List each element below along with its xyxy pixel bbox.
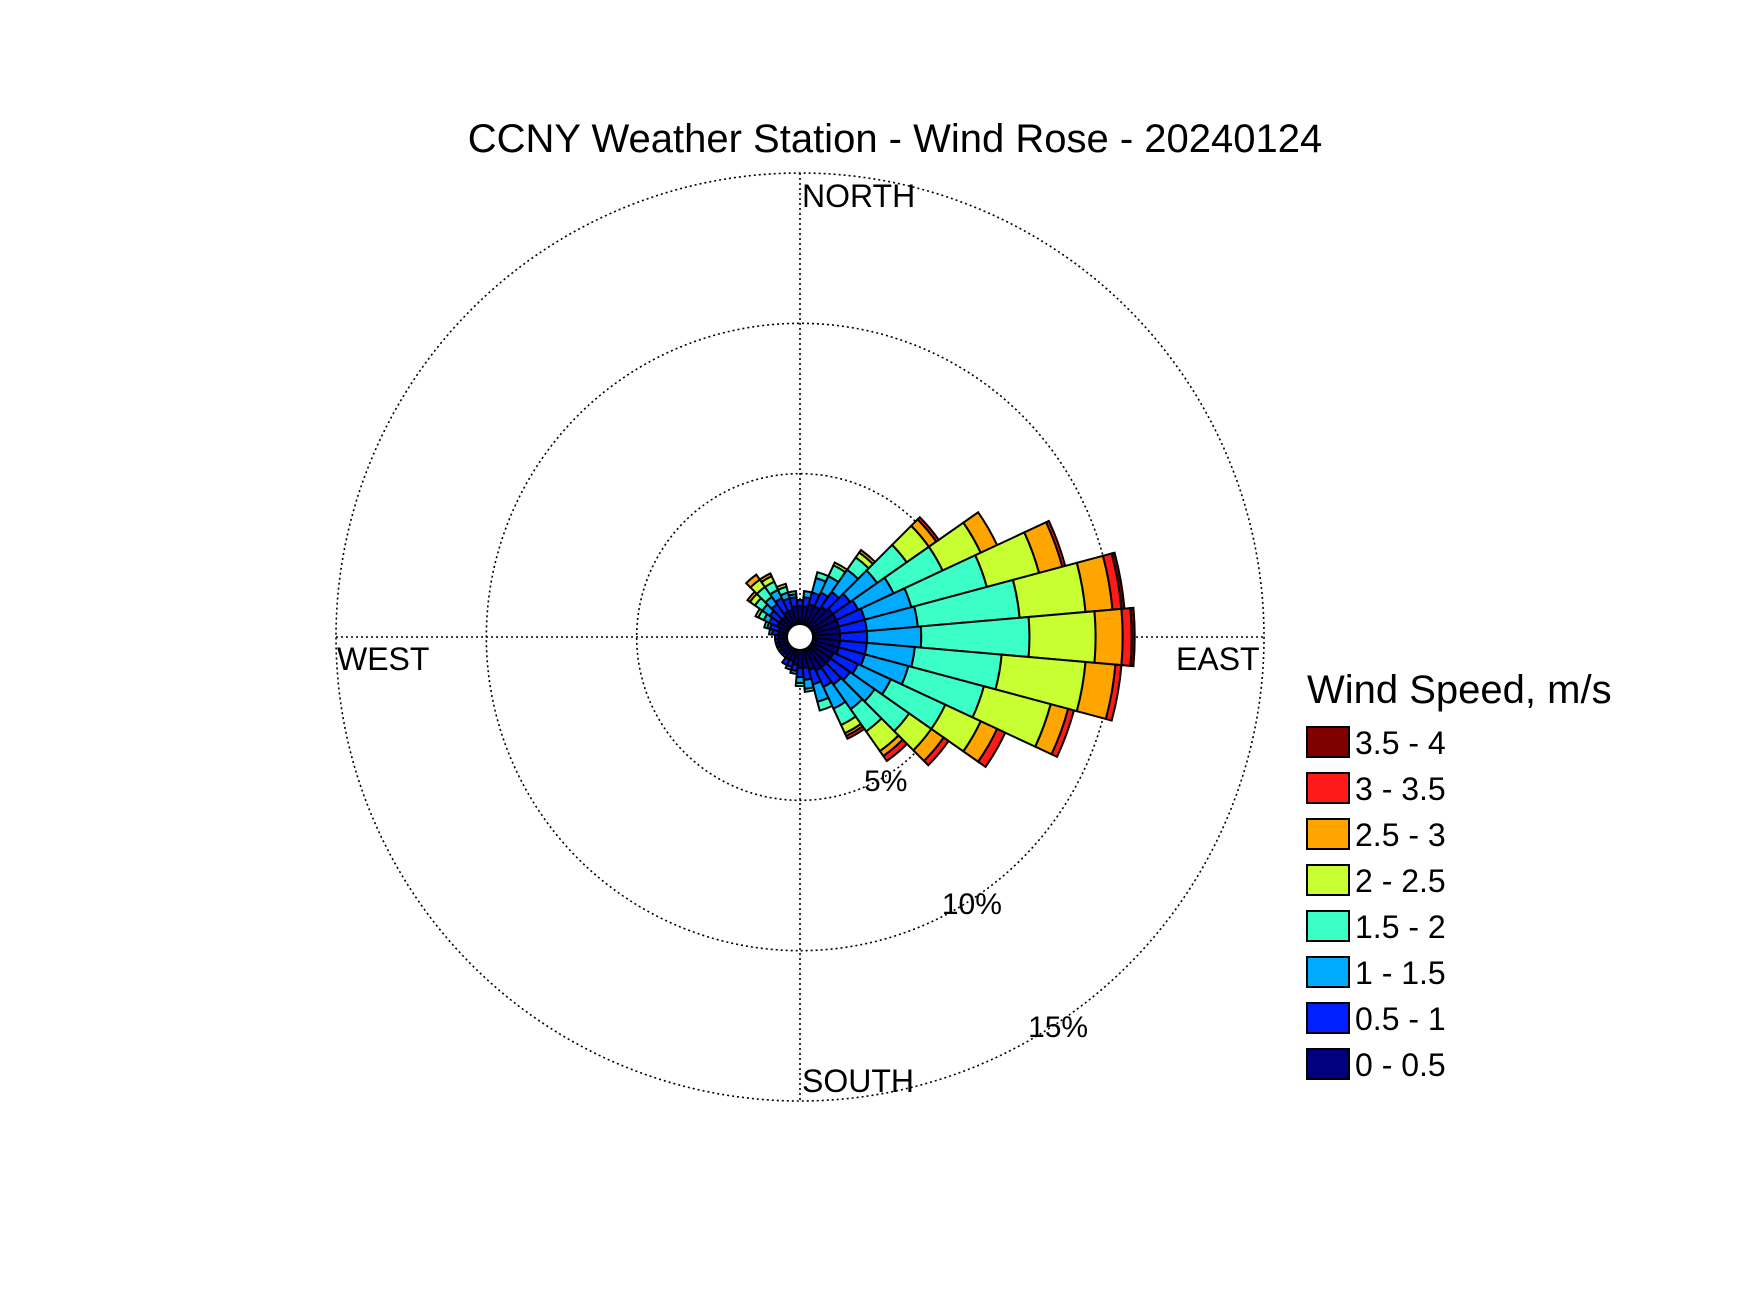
legend-swatch-4 (1306, 864, 1350, 896)
sector-130-bin-6 (922, 736, 950, 767)
legend-swatch-5 (1306, 910, 1350, 942)
legend-swatch-1 (1306, 726, 1350, 758)
sector-120-bin-6 (976, 727, 1007, 769)
ring-label-3: 15% (1028, 1011, 1088, 1044)
sector-90-bin-7 (1129, 606, 1136, 668)
center-hole (786, 623, 814, 651)
legend-swatch-7 (1306, 1002, 1350, 1034)
direction-label-south: SOUTH (802, 1063, 914, 1099)
direction-label-west: WEST (337, 641, 429, 677)
sector-150-bin-6 (844, 725, 866, 741)
legend-label-7: 0.5 - 1 (1355, 1001, 1446, 1037)
ring-label-2: 10% (942, 888, 1002, 921)
ring-labels: 5% 10% 15% (864, 765, 1088, 1044)
sector-350-bin-3 (786, 590, 798, 597)
sector-320-bin-5 (744, 573, 762, 589)
sector-210-bin-1 (780, 656, 791, 667)
sector-90-bin-4 (1027, 610, 1097, 664)
legend-label-5: 1.5 - 2 (1355, 909, 1446, 945)
sector-90-bin-5 (1093, 607, 1124, 667)
legend: Wind Speed, m/s 3.5 - 4 3 - 3.5 2.5 - 3 2 -… (1306, 668, 1612, 1083)
legend-title: Wind Speed, m/s (1307, 668, 1612, 712)
legend-label-2: 3 - 3.5 (1355, 771, 1446, 807)
legend-swatch-6 (1306, 956, 1350, 988)
sector-140-bin-6 (881, 738, 909, 763)
sector-160-bin-3 (816, 696, 834, 712)
direction-label-east: EAST (1176, 641, 1260, 677)
legend-label-3: 2.5 - 3 (1355, 817, 1446, 853)
sector-180-bin-3 (794, 681, 806, 688)
sector-340-bin-4 (775, 582, 788, 592)
legend-swatch-3 (1306, 818, 1350, 850)
legend-label-4: 2 - 2.5 (1355, 863, 1446, 899)
ring-3 (335, 172, 1265, 1102)
ring-label-1: 5% (864, 765, 907, 798)
sector-190-bin-2 (789, 668, 799, 675)
legend-swatch-2 (1306, 772, 1350, 804)
wind-rose-sectors (744, 510, 1136, 769)
legend-label-8: 0 - 0.5 (1355, 1047, 1446, 1083)
sector-110-bin-6 (1050, 707, 1076, 759)
sector-170-bin-3 (803, 686, 816, 693)
legend-label-6: 1 - 1.5 (1355, 955, 1446, 991)
sector-330-bin-5 (758, 572, 773, 584)
sector-100-bin-6 (1104, 663, 1123, 722)
legend-swatch-8 (1306, 1048, 1350, 1080)
legend-label-1: 3.5 - 4 (1355, 725, 1446, 761)
direction-label-north: NORTH (802, 178, 915, 214)
chart-title: CCNY Weather Station - Wind Rose - 20240… (468, 117, 1323, 161)
